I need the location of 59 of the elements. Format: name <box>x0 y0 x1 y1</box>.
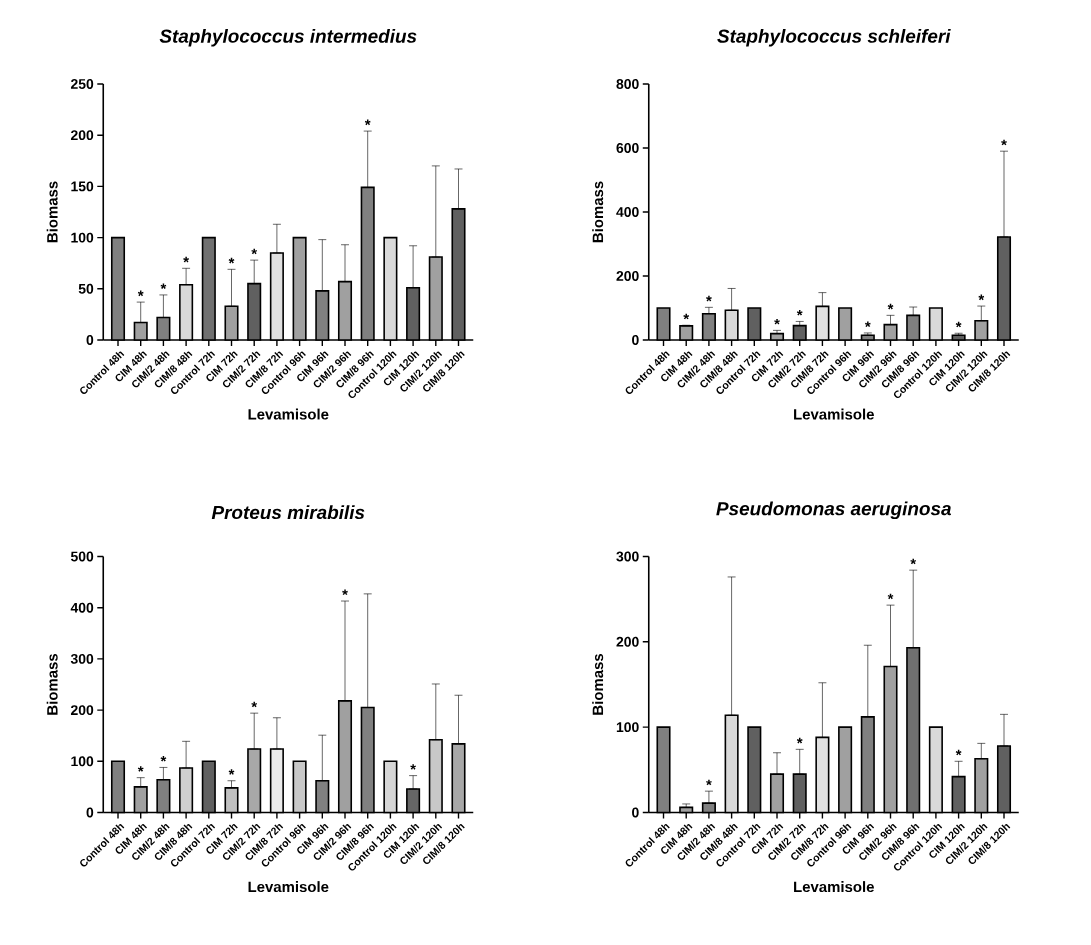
y-tick-label: 0 <box>632 807 639 818</box>
chart-title: Staphylococcus schleiferi <box>717 28 951 47</box>
annotation: * <box>774 318 780 325</box>
annotation: * <box>160 755 167 762</box>
y-tick-label: 200 <box>616 636 639 647</box>
annotation: * <box>796 737 803 744</box>
annotation: * <box>183 256 189 263</box>
annotation: * <box>864 321 871 328</box>
y-tick-label: 100 <box>71 756 94 767</box>
y-tick-label: 200 <box>70 705 94 716</box>
y-tick-label: 300 <box>616 551 639 562</box>
annotation: * <box>342 589 348 596</box>
y-tick-label: 400 <box>616 207 639 217</box>
y-tick-label: 150 <box>71 181 94 192</box>
y-axis-title: Biomass <box>592 653 604 715</box>
y-axis-title: Biomass <box>46 653 58 715</box>
annotation: * <box>978 294 985 301</box>
annotation: * <box>955 321 962 328</box>
chart-title: Proteus mirabilis <box>211 505 365 520</box>
y-tick-label: 100 <box>71 232 94 243</box>
annotation: * <box>160 283 167 290</box>
chart-title: Pseudomonas aeruginosa <box>716 501 951 520</box>
annotation: * <box>887 593 894 600</box>
annotation: * <box>364 119 371 126</box>
y-tick-label: 800 <box>616 79 639 89</box>
y-tick-label: 0 <box>86 335 94 345</box>
annotation: * <box>137 290 144 297</box>
x-axis-title: Levamisole <box>248 408 329 420</box>
annotation: * <box>1001 139 1007 146</box>
y-tick-label: 400 <box>70 602 94 613</box>
y-tick-label: 0 <box>86 807 94 818</box>
annotation: * <box>410 764 416 770</box>
annotation: * <box>137 766 144 772</box>
annotation: * <box>251 248 258 255</box>
annotation: * <box>228 257 235 264</box>
chart-title: Staphylococcus intermedius <box>159 28 417 47</box>
y-tick-label: 250 <box>70 79 94 89</box>
annotation: * <box>887 303 894 310</box>
x-axis-title: Levamisole <box>248 881 329 893</box>
y-axis-title: Biomass <box>46 181 58 243</box>
y-axis-title: Biomass <box>592 181 604 243</box>
x-axis-title: Levamisole <box>794 408 874 420</box>
y-tick-label: 200 <box>70 130 94 141</box>
annotation: * <box>955 749 962 756</box>
annotation: * <box>228 769 235 775</box>
annotation: * <box>706 779 712 786</box>
y-tick-label: 50 <box>78 283 94 294</box>
x-axis-title: Levamisole <box>794 881 874 893</box>
annotation: * <box>251 701 258 708</box>
y-tick-label: 100 <box>616 722 639 733</box>
annotation: * <box>706 295 712 302</box>
annotation: * <box>910 558 917 565</box>
annotation: * <box>796 309 803 316</box>
annotation: * <box>683 313 690 320</box>
y-tick-label: 0 <box>632 335 639 345</box>
y-tick-label: 600 <box>616 143 639 153</box>
y-tick-label: 500 <box>70 551 94 562</box>
y-tick-label: 300 <box>70 653 94 664</box>
y-tick-label: 200 <box>616 271 639 281</box>
